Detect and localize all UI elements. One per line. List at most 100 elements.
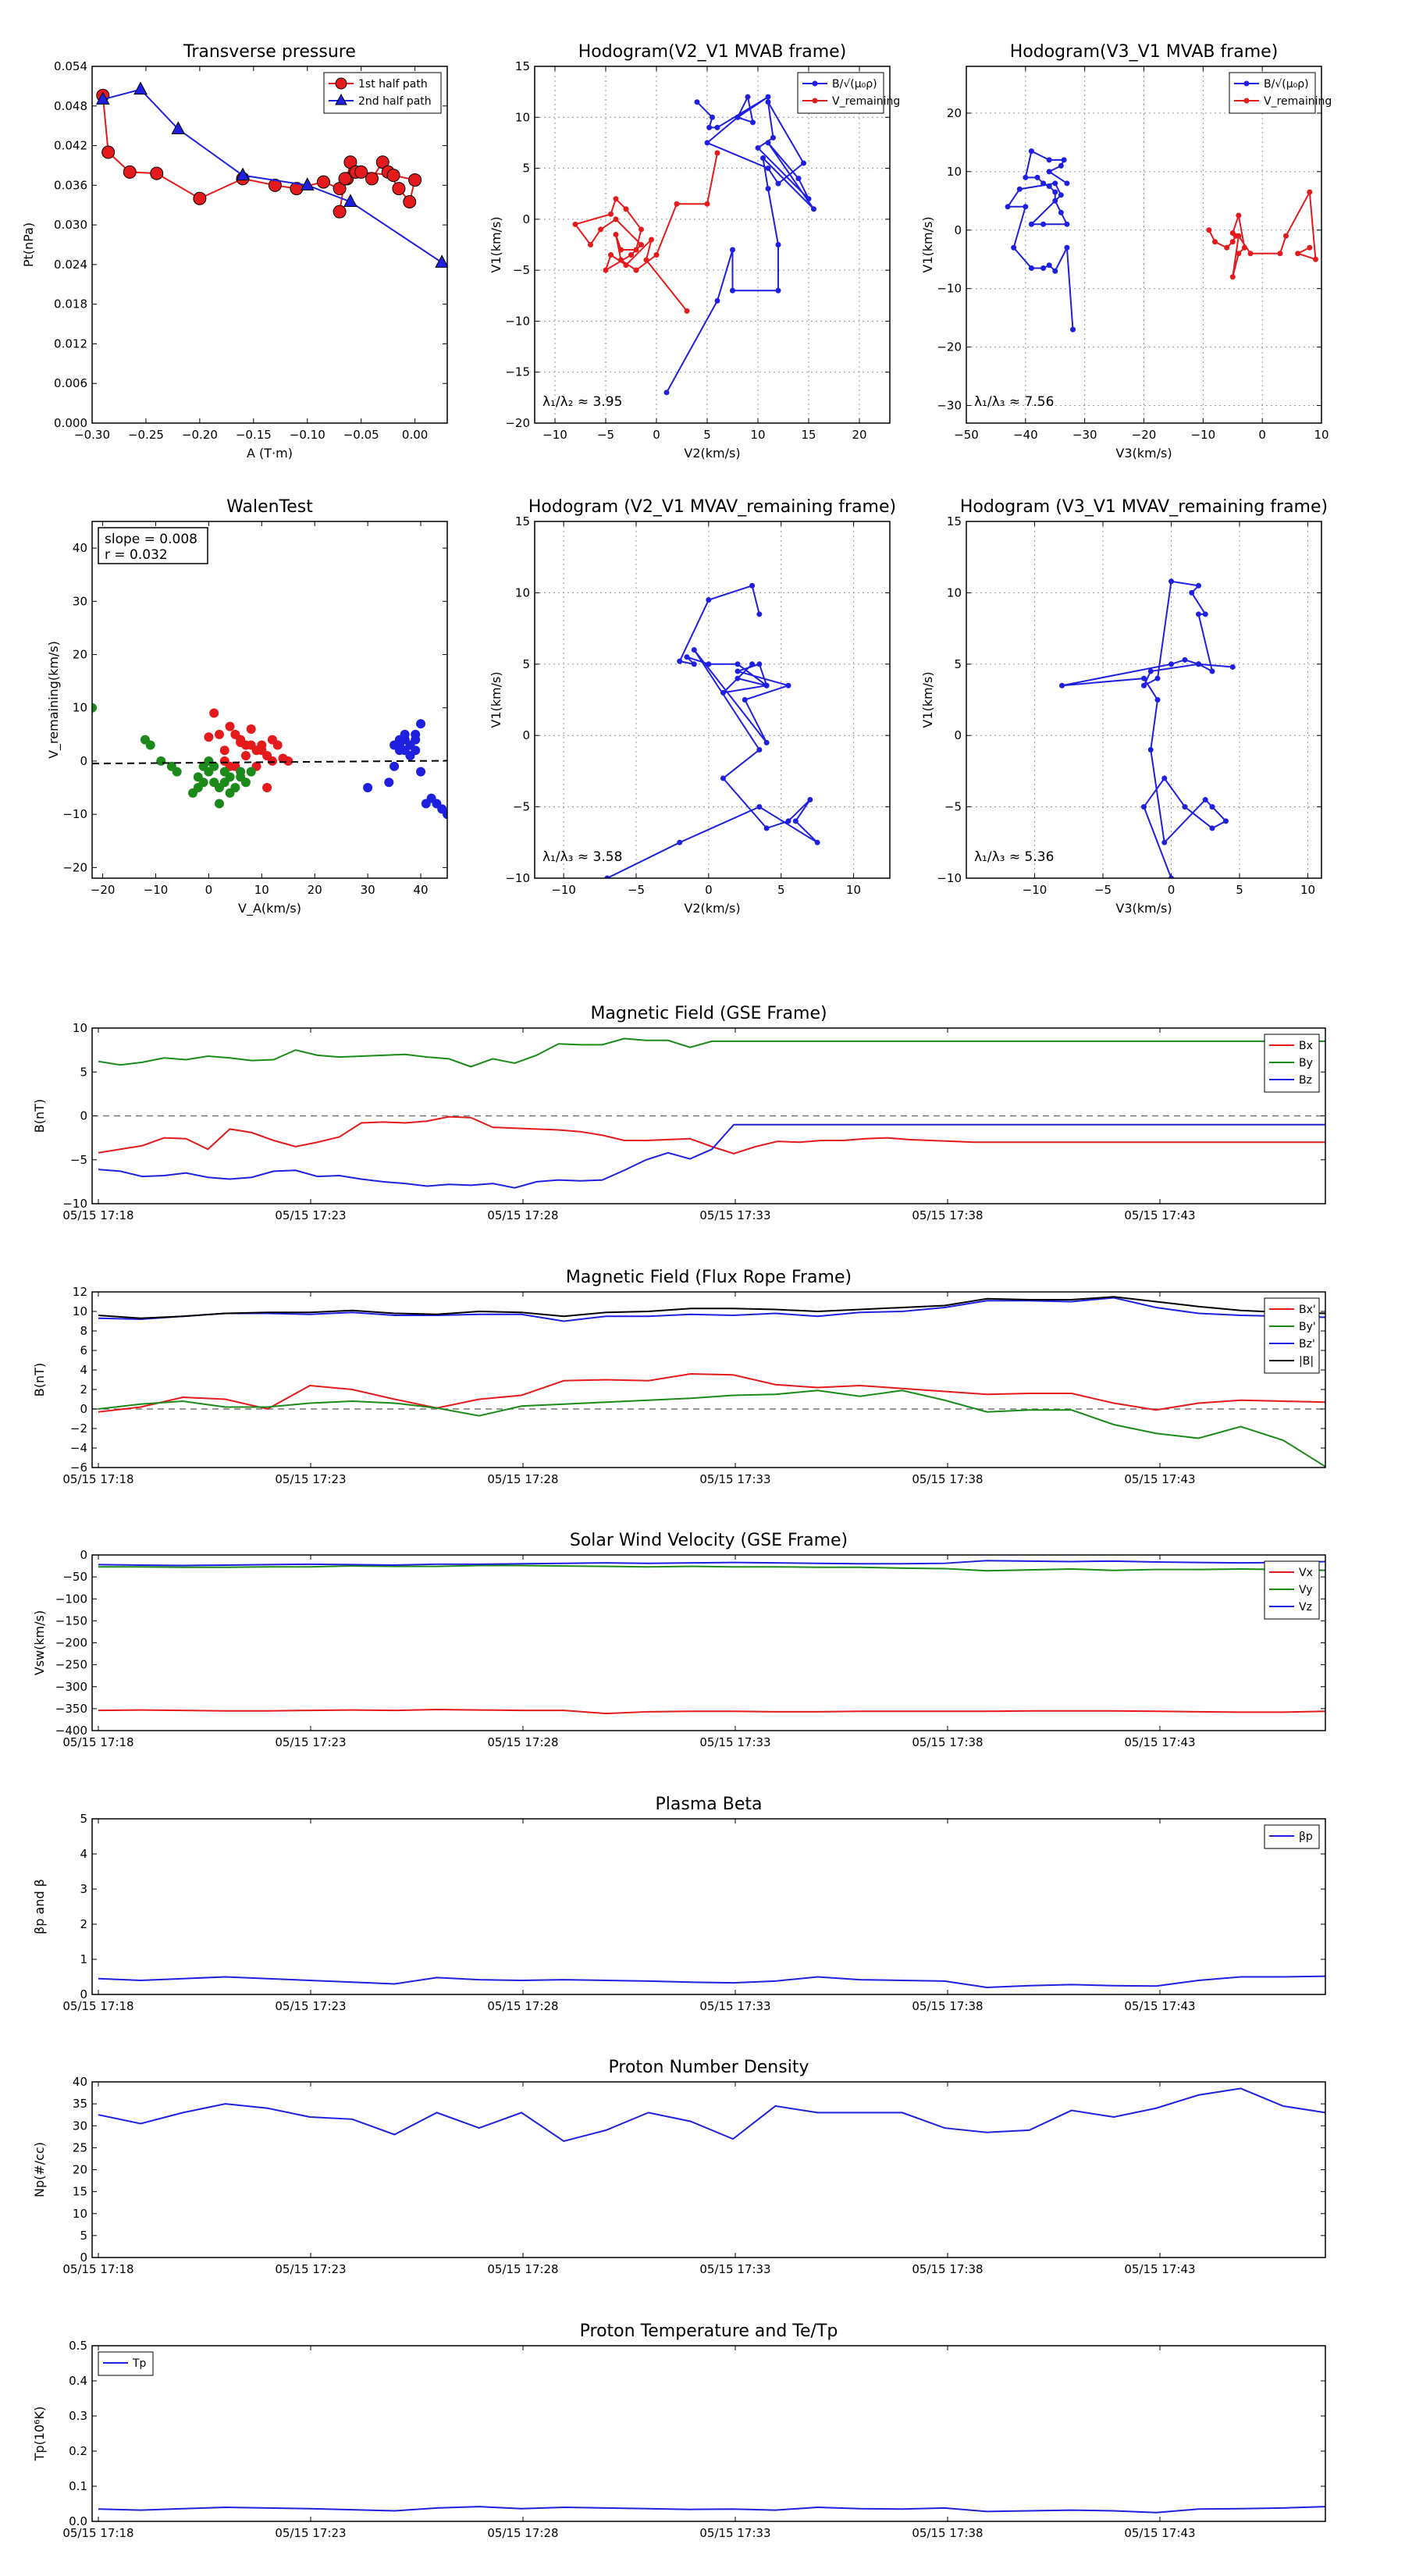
x-axis-label: V3(km/s) bbox=[1115, 446, 1172, 461]
scatter-point bbox=[225, 788, 235, 798]
plot-area bbox=[572, 94, 816, 396]
panel-solar_wind_velocity: Solar Wind Velocity (GSE Frame) −400 −350 −… bbox=[32, 1531, 1326, 1749]
scatter-point bbox=[400, 735, 410, 745]
data-marker bbox=[1241, 244, 1247, 251]
xtick-label: 05/15 17:18 bbox=[62, 2262, 133, 2276]
annotation-text: λ₁/λ₂ ≈ 3.95 bbox=[542, 394, 622, 410]
plot-area bbox=[92, 703, 447, 820]
data-marker bbox=[408, 173, 422, 187]
data-marker bbox=[704, 201, 710, 207]
xtick-label: 05/15 17:38 bbox=[912, 1999, 983, 2013]
xtick-label: −5 bbox=[1094, 883, 1112, 897]
scatter-point bbox=[246, 724, 256, 735]
data-marker bbox=[1147, 746, 1154, 753]
annotation-text: slope = 0.008 bbox=[105, 532, 197, 547]
data-marker bbox=[765, 99, 771, 105]
xtick-label: 05/15 17:33 bbox=[699, 1208, 770, 1222]
scatter-point bbox=[214, 799, 224, 809]
data-marker bbox=[1034, 174, 1040, 180]
data-marker bbox=[1224, 244, 1230, 251]
xtick-label: −40 bbox=[1013, 428, 1038, 442]
data-marker bbox=[1046, 262, 1052, 269]
panel-title: Hodogram (V2_V1 MVAV_remaining frame) bbox=[528, 497, 896, 517]
xtick-label: 05/15 17:43 bbox=[1124, 1472, 1195, 1486]
ytick-label: −350 bbox=[55, 1702, 87, 1716]
data-marker bbox=[1052, 197, 1058, 204]
ytick-label: 10 bbox=[947, 585, 962, 600]
scatter-point bbox=[283, 756, 293, 766]
y-axis-label: V1(km/s) bbox=[920, 216, 935, 272]
data-marker bbox=[706, 597, 712, 603]
axes-frame bbox=[91, 2345, 1326, 2522]
series-line-p bbox=[98, 1975, 1325, 1989]
ytick-label: −5 bbox=[70, 1153, 87, 1167]
data-marker bbox=[95, 91, 110, 105]
xtick-label: 05/15 17:23 bbox=[275, 1999, 346, 2013]
data-marker bbox=[608, 211, 614, 217]
scatter-point bbox=[246, 767, 256, 777]
panel-title: Hodogram (V3_V1 MVAV_remaining frame) bbox=[960, 497, 1328, 517]
data-marker bbox=[1064, 180, 1070, 187]
ytick-label: 30 bbox=[73, 594, 87, 608]
ytick-label: −20 bbox=[62, 860, 87, 874]
panel-hodogram_v3_v1_mvab: Hodogram(V3_V1 MVAB frame) −30 −20 −10 0 10 20… bbox=[920, 42, 1332, 461]
legend-box bbox=[797, 72, 884, 114]
legend-label: By' bbox=[1299, 1321, 1316, 1333]
ytick-label: 10 bbox=[73, 1021, 87, 1035]
data-marker bbox=[1070, 326, 1076, 333]
data-marker bbox=[613, 231, 619, 237]
xtick-label: −20 bbox=[1132, 428, 1157, 442]
data-marker bbox=[1182, 804, 1188, 810]
data-marker bbox=[750, 119, 756, 126]
axes-frame bbox=[91, 1291, 1326, 1468]
y-axis-label: Pt(nPa) bbox=[21, 222, 36, 267]
data-marker bbox=[171, 121, 186, 134]
plot-area bbox=[98, 2506, 1325, 2514]
xtick-label: 05/15 17:43 bbox=[1124, 2526, 1195, 2540]
data-marker bbox=[1154, 675, 1161, 681]
axes-frame bbox=[966, 66, 1322, 424]
data-marker bbox=[1154, 697, 1161, 703]
ytick-label: −10 bbox=[505, 314, 530, 328]
data-marker bbox=[1046, 169, 1052, 175]
data-marker bbox=[775, 287, 781, 294]
plot-area bbox=[95, 81, 447, 268]
scatter-point bbox=[209, 708, 219, 718]
ytick-label: 0.5 bbox=[69, 2339, 87, 2353]
scatter-point bbox=[236, 738, 246, 748]
data-marker bbox=[1236, 233, 1242, 239]
ytick-label: −10 bbox=[62, 1197, 87, 1211]
scatter-point bbox=[214, 729, 224, 739]
scatter-point bbox=[209, 761, 219, 771]
data-marker bbox=[1209, 804, 1215, 810]
data-marker bbox=[691, 647, 697, 653]
data-marker bbox=[618, 247, 624, 253]
legend-label: V_remaining bbox=[1264, 95, 1332, 108]
data-marker bbox=[1141, 675, 1147, 681]
series-line bbox=[1062, 580, 1233, 878]
data-marker bbox=[756, 804, 763, 810]
axes-frame bbox=[966, 521, 1322, 879]
data-marker bbox=[343, 194, 357, 207]
ytick-label: −100 bbox=[55, 1592, 87, 1606]
series-line-vy bbox=[98, 1564, 1325, 1572]
annotation-text: r = 0.032 bbox=[105, 547, 168, 563]
data-marker bbox=[150, 166, 164, 180]
ytick-label: 20 bbox=[73, 2163, 87, 2177]
ytick-label: 0 bbox=[80, 2250, 87, 2265]
data-marker bbox=[333, 205, 347, 219]
ytick-label: 0.4 bbox=[69, 2374, 87, 2388]
ytick-label: −300 bbox=[55, 1680, 87, 1694]
ytick-label: 10 bbox=[947, 165, 962, 179]
data-marker bbox=[101, 145, 116, 159]
x-axis-label: A (T·m) bbox=[247, 446, 293, 461]
ytick-label: 0 bbox=[954, 223, 962, 237]
data-marker bbox=[710, 114, 715, 120]
data-marker bbox=[756, 611, 763, 617]
xtick-label: 0 bbox=[205, 883, 213, 897]
scatter-point bbox=[193, 783, 203, 793]
xtick-label: −10 bbox=[1191, 428, 1216, 442]
data-marker bbox=[588, 242, 593, 247]
data-marker bbox=[720, 775, 726, 781]
